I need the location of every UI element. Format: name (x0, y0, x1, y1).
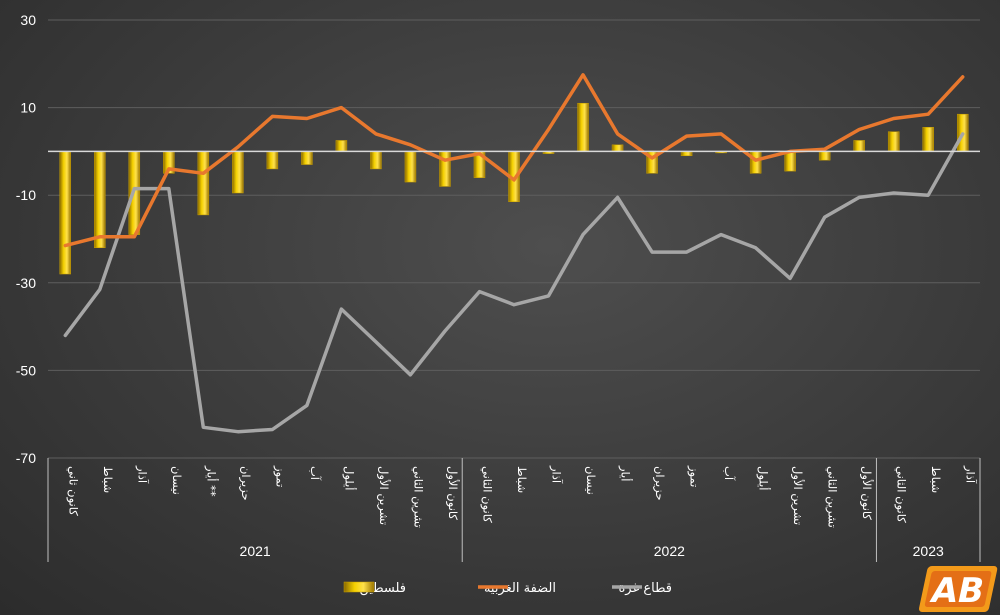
bar-10 (404, 151, 417, 183)
x-tick-label: أيلول (756, 466, 772, 491)
bar-22 (818, 151, 831, 161)
x-tick-label: تموز (687, 465, 702, 487)
y-tick-label: 10 (20, 100, 36, 116)
x-tick-label: حزيران (652, 466, 667, 501)
bar-1 (94, 151, 106, 249)
x-tick-label: حزيران (238, 466, 253, 501)
legend-swatch-bar (343, 581, 375, 593)
year-label: 2022 (654, 543, 685, 559)
legend-label: الضفة الغربية (484, 581, 556, 596)
series-line-gaza (63, 132, 965, 434)
x-tick-label: شباط (929, 466, 943, 493)
x-tick-label: تشرين الثاني (825, 466, 840, 528)
bar-23 (853, 140, 865, 152)
x-tick-label: أيلول (341, 466, 357, 491)
x-tick-label: كانون الأول (859, 466, 874, 520)
bar-0 (59, 151, 72, 275)
bar-9 (370, 151, 382, 170)
x-tick-label: شباط (101, 466, 115, 493)
x-tick-label: آب (308, 466, 322, 481)
legend-label: قطاع غزة (618, 581, 672, 596)
y-tick-label: -70 (16, 450, 36, 466)
x-tick-label: شباط (515, 466, 529, 493)
year-label: 2023 (913, 543, 944, 559)
bar-25 (922, 127, 934, 152)
bar-16 (611, 144, 624, 152)
x-tick-label: أيار (618, 465, 634, 481)
x-tick-label: كانون ثاني (65, 466, 80, 516)
legend: فلسطين الضفة الغربية قطاع غزة (343, 581, 672, 596)
x-tick-label: كانون الثاني (894, 466, 909, 523)
x-tick-label: تشرين الثاني (410, 466, 425, 528)
x-tick-label: آب (722, 466, 736, 481)
logo: AB (918, 566, 998, 612)
x-tick-label: تشرين الأول (376, 466, 391, 525)
y-tick-label: -50 (16, 362, 36, 378)
bar-24 (887, 131, 900, 152)
bar-21 (784, 151, 796, 172)
x-tick-label: آذار (963, 465, 978, 484)
x-tick-label: تشرين الأول (790, 466, 805, 525)
logo-text: AB (927, 571, 988, 611)
bar-20 (749, 151, 762, 174)
bar-7 (301, 151, 313, 165)
bar-15 (577, 102, 589, 152)
x-tick-label: آذار (134, 465, 149, 484)
year-label: 2021 (240, 543, 271, 559)
x-tick-label: نيسان (584, 466, 598, 495)
x-tick-label: كانون الثاني (479, 466, 494, 523)
bar-6 (266, 151, 279, 170)
bar-5 (232, 151, 244, 194)
y-tick-label: -30 (16, 275, 36, 291)
series-line-west-bank (63, 73, 965, 248)
bar-8 (335, 140, 348, 152)
y-tick-label: 30 (20, 12, 36, 28)
x-tick-label: نيسان (170, 466, 184, 495)
x-tick-label: أيار ** (203, 465, 219, 497)
x-tick-label: كانون الأول (445, 466, 460, 520)
bar-4 (197, 151, 210, 216)
x-tick-label: تموز (272, 465, 287, 487)
y-tick-label: -10 (16, 187, 36, 203)
x-tick-label: آذار (549, 465, 564, 484)
